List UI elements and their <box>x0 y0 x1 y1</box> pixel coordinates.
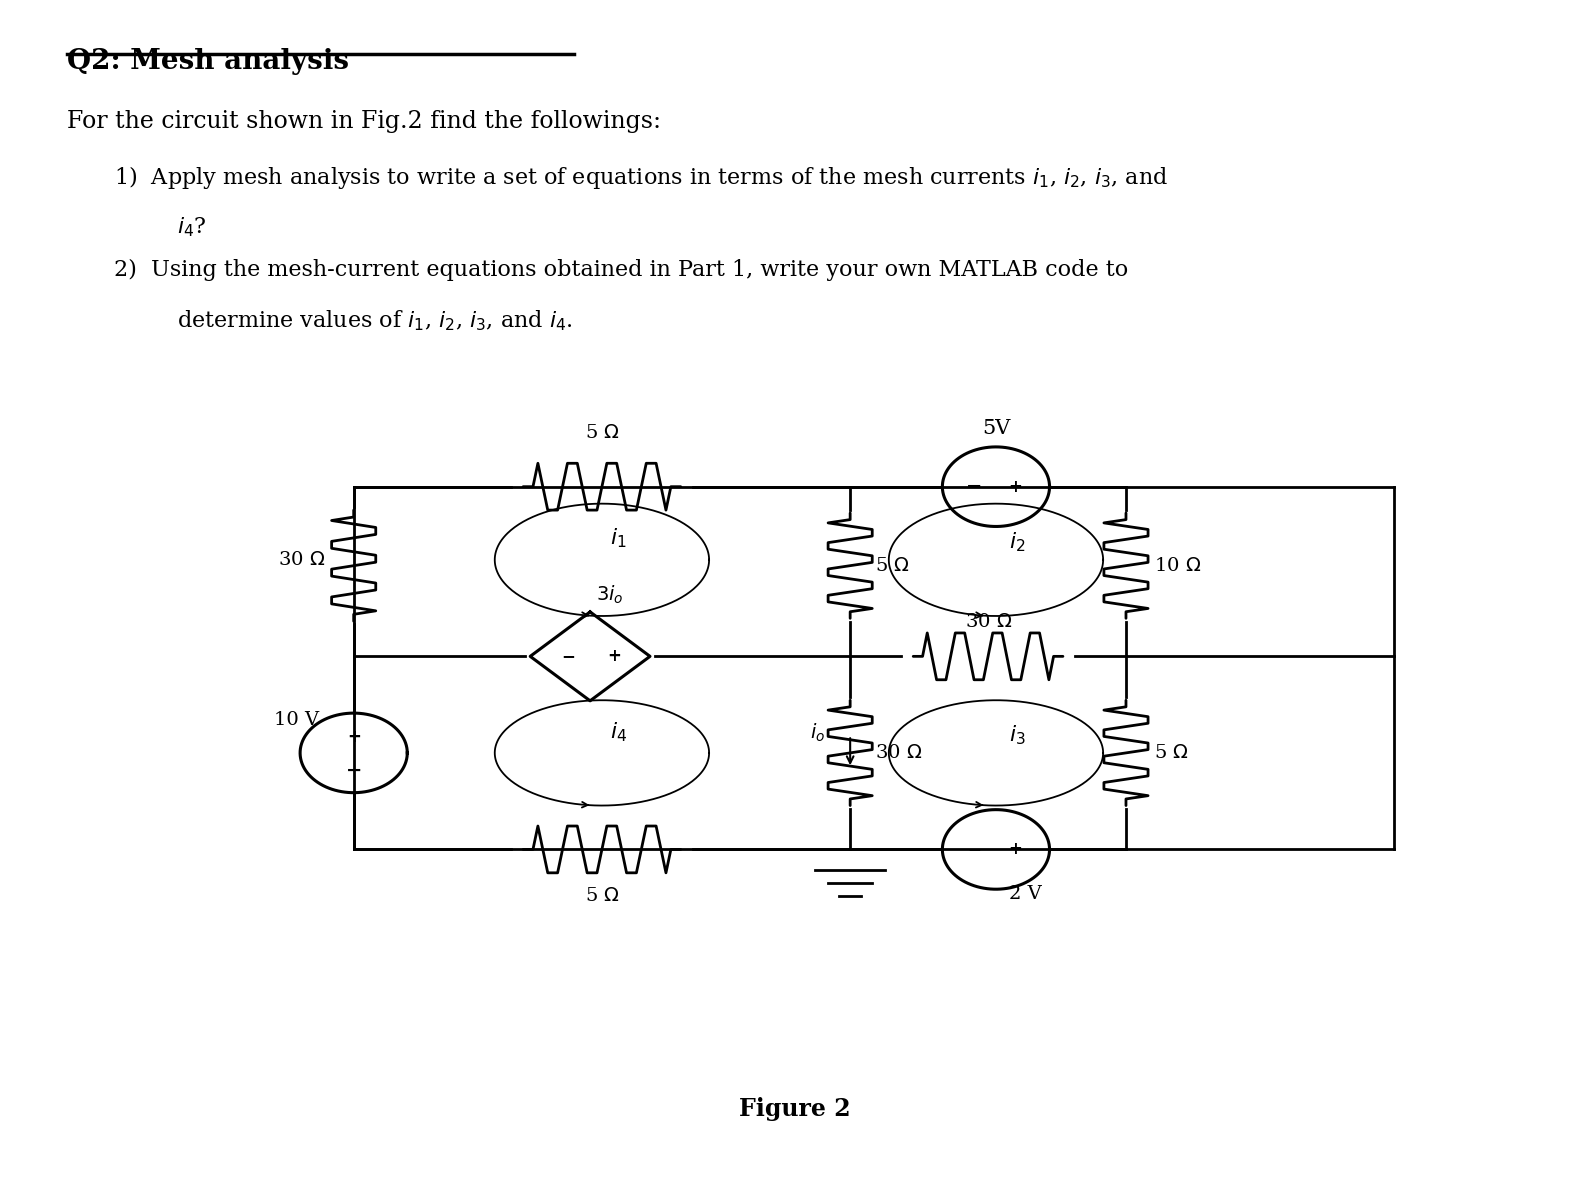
Text: 5 $\Omega$: 5 $\Omega$ <box>585 424 619 443</box>
Text: For the circuit shown in Fig.2 find the followings:: For the circuit shown in Fig.2 find the … <box>67 110 661 133</box>
Text: +: + <box>1008 477 1022 496</box>
Text: 1)  Apply mesh analysis to write a set of equations in terms of the mesh current: 1) Apply mesh analysis to write a set of… <box>114 163 1169 191</box>
Text: 5 $\Omega$: 5 $\Omega$ <box>876 556 909 574</box>
Text: +: + <box>607 648 620 665</box>
Text: −: − <box>561 648 576 665</box>
Text: Q2: Mesh analysis: Q2: Mesh analysis <box>67 47 348 75</box>
Text: 2)  Using the mesh-current equations obtained in Part 1, write your own MATLAB c: 2) Using the mesh-current equations obta… <box>114 258 1129 281</box>
Text: 5V: 5V <box>981 419 1010 438</box>
Text: 30 $\Omega$: 30 $\Omega$ <box>876 744 922 761</box>
Text: −: − <box>345 761 363 780</box>
Text: 5 $\Omega$: 5 $\Omega$ <box>585 887 619 905</box>
Text: 10 $\Omega$: 10 $\Omega$ <box>1154 556 1202 574</box>
Text: 5 $\Omega$: 5 $\Omega$ <box>1154 744 1189 761</box>
Text: $i_o$: $i_o$ <box>809 722 825 745</box>
Text: $3i_o$: $3i_o$ <box>596 584 623 606</box>
Text: $i_4$: $i_4$ <box>611 720 626 744</box>
Text: 2 V: 2 V <box>1008 884 1041 902</box>
Text: +: + <box>347 728 361 746</box>
Text: $i_2$: $i_2$ <box>1008 530 1026 554</box>
Text: 30 $\Omega$: 30 $\Omega$ <box>965 612 1011 631</box>
Text: Figure 2: Figure 2 <box>739 1096 851 1121</box>
Text: $i_3$: $i_3$ <box>1008 723 1026 747</box>
Text: $i_4$?: $i_4$? <box>176 215 207 239</box>
Text: −: − <box>968 841 981 858</box>
Text: +: + <box>1008 841 1022 858</box>
Text: 10 V: 10 V <box>273 712 320 729</box>
Text: determine values of $i_1$, $i_2$, $i_3$, and $i_4$.: determine values of $i_1$, $i_2$, $i_3$,… <box>176 309 572 334</box>
Text: $i_1$: $i_1$ <box>611 527 626 551</box>
Text: 30 $\Omega$: 30 $\Omega$ <box>278 551 326 568</box>
Text: −: − <box>967 477 983 496</box>
